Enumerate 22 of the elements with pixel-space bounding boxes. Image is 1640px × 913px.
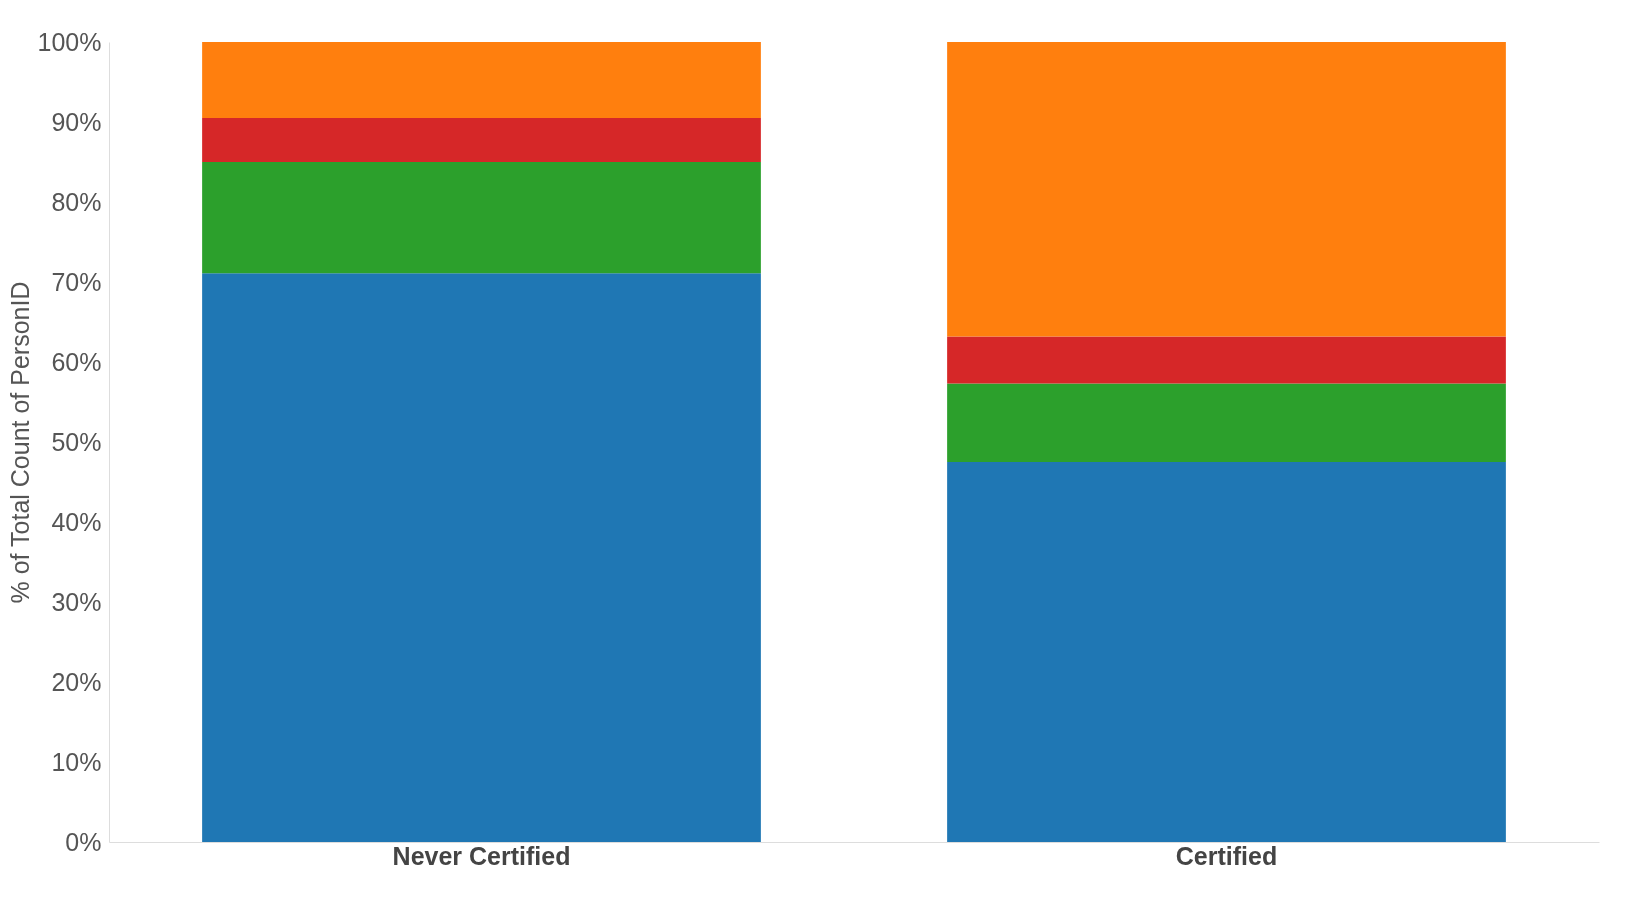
x-tick-label: Certified (1175, 841, 1278, 870)
y-tick-label: 30% (51, 587, 102, 616)
y-tick-label: 50% (51, 427, 102, 456)
y-tick-label: 100% (37, 27, 102, 56)
y-tick-label: 40% (51, 507, 102, 536)
bar (947, 336, 1506, 384)
y-tick-label: 10% (51, 747, 102, 776)
y-tick-label: 20% (51, 667, 102, 696)
bar (947, 42, 1506, 337)
bar (947, 383, 1506, 462)
bar (202, 118, 761, 162)
bar (202, 273, 761, 842)
y-tick-label: 70% (51, 267, 102, 296)
bar (947, 462, 1506, 842)
y-tick-label: 90% (51, 107, 102, 136)
bar (202, 42, 761, 118)
y-tick-label: 80% (51, 187, 102, 216)
y-axis-title: % of Total Count of PersonID (5, 281, 34, 604)
y-tick-label: 60% (51, 347, 102, 376)
bar (202, 162, 761, 274)
y-tick-label: 0% (65, 827, 102, 856)
x-tick-label: Never Certified (392, 841, 571, 870)
